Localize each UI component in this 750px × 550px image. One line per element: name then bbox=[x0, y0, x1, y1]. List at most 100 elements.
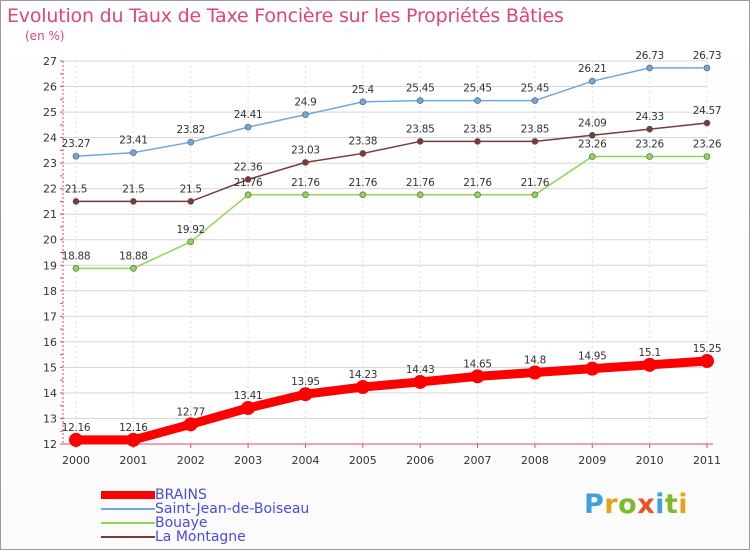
y-tick-label: 18 bbox=[43, 285, 57, 298]
data-point bbox=[474, 97, 481, 104]
y-tick-label: 19 bbox=[43, 259, 57, 272]
data-point bbox=[72, 152, 80, 160]
data-label: 15.25 bbox=[693, 343, 722, 355]
y-tick-label: 22 bbox=[43, 183, 57, 196]
data-point bbox=[355, 380, 370, 395]
data-label: 25.45 bbox=[406, 83, 435, 95]
data-point bbox=[588, 153, 596, 160]
data-point bbox=[302, 191, 309, 199]
data-point bbox=[130, 198, 137, 205]
data-point bbox=[302, 159, 309, 166]
data-label: 23.27 bbox=[62, 138, 91, 150]
data-point bbox=[183, 417, 198, 432]
data-point bbox=[302, 111, 309, 118]
y-tick-label: 27 bbox=[43, 55, 57, 68]
data-point bbox=[416, 138, 424, 145]
y-tick-label: 25 bbox=[43, 106, 57, 119]
data-label: 26.73 bbox=[693, 50, 722, 62]
legend-label-saint-jean-de-boiseau: Saint-Jean-de-Boiseau bbox=[155, 501, 310, 517]
data-label: 23.85 bbox=[463, 123, 492, 135]
x-tick-label: 2008 bbox=[521, 454, 549, 467]
y-tick-label: 20 bbox=[43, 234, 57, 247]
series-line bbox=[71, 356, 712, 445]
data-point bbox=[531, 191, 539, 199]
data-label: 22.36 bbox=[234, 161, 263, 173]
x-tick-label: 2011 bbox=[693, 454, 721, 467]
data-label: 18.88 bbox=[119, 250, 148, 262]
series-line bbox=[75, 122, 708, 203]
y-tick-label: 24 bbox=[43, 132, 57, 145]
data-point bbox=[646, 153, 653, 160]
data-label: 23.26 bbox=[693, 138, 722, 150]
x-tick-label: 2001 bbox=[119, 454, 147, 467]
data-point bbox=[359, 191, 367, 199]
data-label: 23.26 bbox=[635, 138, 664, 150]
x-tick-label: 2002 bbox=[177, 454, 205, 467]
data-label: 21.5 bbox=[122, 183, 144, 195]
data-label: 23.26 bbox=[578, 138, 607, 150]
data-label: 24.9 bbox=[294, 97, 316, 109]
data-label: 24.09 bbox=[578, 117, 607, 129]
data-label: 24.33 bbox=[635, 111, 664, 123]
logo-letter: r bbox=[604, 489, 619, 520]
data-point bbox=[298, 387, 313, 402]
x-tick-label: 2005 bbox=[349, 454, 377, 467]
data-point bbox=[244, 191, 252, 199]
logo-letter: i bbox=[678, 489, 689, 520]
proxiti-logo: Proxiti bbox=[584, 489, 688, 520]
data-point bbox=[646, 64, 653, 72]
data-point bbox=[126, 432, 141, 447]
y-tick-label: 15 bbox=[43, 361, 57, 374]
data-label: 26.73 bbox=[635, 50, 664, 62]
data-point bbox=[72, 265, 80, 272]
x-tick-label: 2000 bbox=[62, 454, 90, 467]
data-point bbox=[244, 176, 252, 183]
y-tick-label: 17 bbox=[43, 310, 57, 323]
x-tick-label: 2006 bbox=[406, 454, 434, 467]
data-label: 23.85 bbox=[521, 123, 550, 135]
logo-letter: o bbox=[618, 489, 638, 520]
data-point bbox=[413, 374, 428, 389]
y-tick-label: 13 bbox=[43, 412, 57, 425]
logo-letter: P bbox=[584, 489, 605, 520]
legend-label-brains: BRAINS bbox=[155, 487, 207, 503]
data-label: 15.1 bbox=[639, 347, 661, 359]
data-point bbox=[703, 64, 711, 72]
data-point bbox=[416, 97, 424, 104]
y-tick-label: 21 bbox=[43, 208, 57, 221]
data-point bbox=[359, 150, 367, 157]
logo-letter: i bbox=[655, 489, 665, 520]
legend-item-saint-jean-de-boiseau: Saint-Jean-de-Boiseau bbox=[101, 502, 309, 516]
data-point bbox=[130, 265, 137, 272]
legend-swatch-la-montagne bbox=[101, 536, 155, 538]
data-point bbox=[187, 238, 195, 246]
data-label: 23.03 bbox=[291, 144, 320, 156]
data-label: 14.95 bbox=[578, 351, 607, 363]
series-line bbox=[75, 67, 708, 157]
data-point bbox=[187, 138, 195, 146]
logo-letter: t bbox=[664, 489, 679, 520]
data-point bbox=[474, 191, 481, 199]
data-point bbox=[646, 125, 653, 133]
plot-area bbox=[63, 61, 707, 444]
data-label: 18.88 bbox=[62, 250, 91, 262]
data-point bbox=[642, 357, 657, 372]
logo-letter: x bbox=[637, 489, 656, 520]
data-point bbox=[531, 138, 539, 145]
chart-title: Evolution du Taux de Taxe Foncière sur l… bbox=[7, 5, 564, 27]
data-point bbox=[703, 119, 711, 127]
data-label: 21.5 bbox=[65, 183, 87, 195]
unit-label: (en %) bbox=[25, 29, 65, 43]
data-label: 13.95 bbox=[291, 376, 320, 388]
legend-item-la-montagne: La Montagne bbox=[101, 530, 246, 544]
data-label: 21.76 bbox=[406, 177, 435, 189]
data-label: 14.8 bbox=[524, 355, 546, 367]
y-tick-label: 14 bbox=[43, 387, 57, 400]
y-tick-label: 16 bbox=[43, 336, 57, 349]
data-point bbox=[470, 369, 485, 384]
data-label: 25.45 bbox=[463, 83, 492, 95]
data-label: 14.23 bbox=[349, 369, 378, 381]
data-label: 25.45 bbox=[521, 83, 550, 95]
legend-label-la-montagne: La Montagne bbox=[155, 529, 246, 545]
